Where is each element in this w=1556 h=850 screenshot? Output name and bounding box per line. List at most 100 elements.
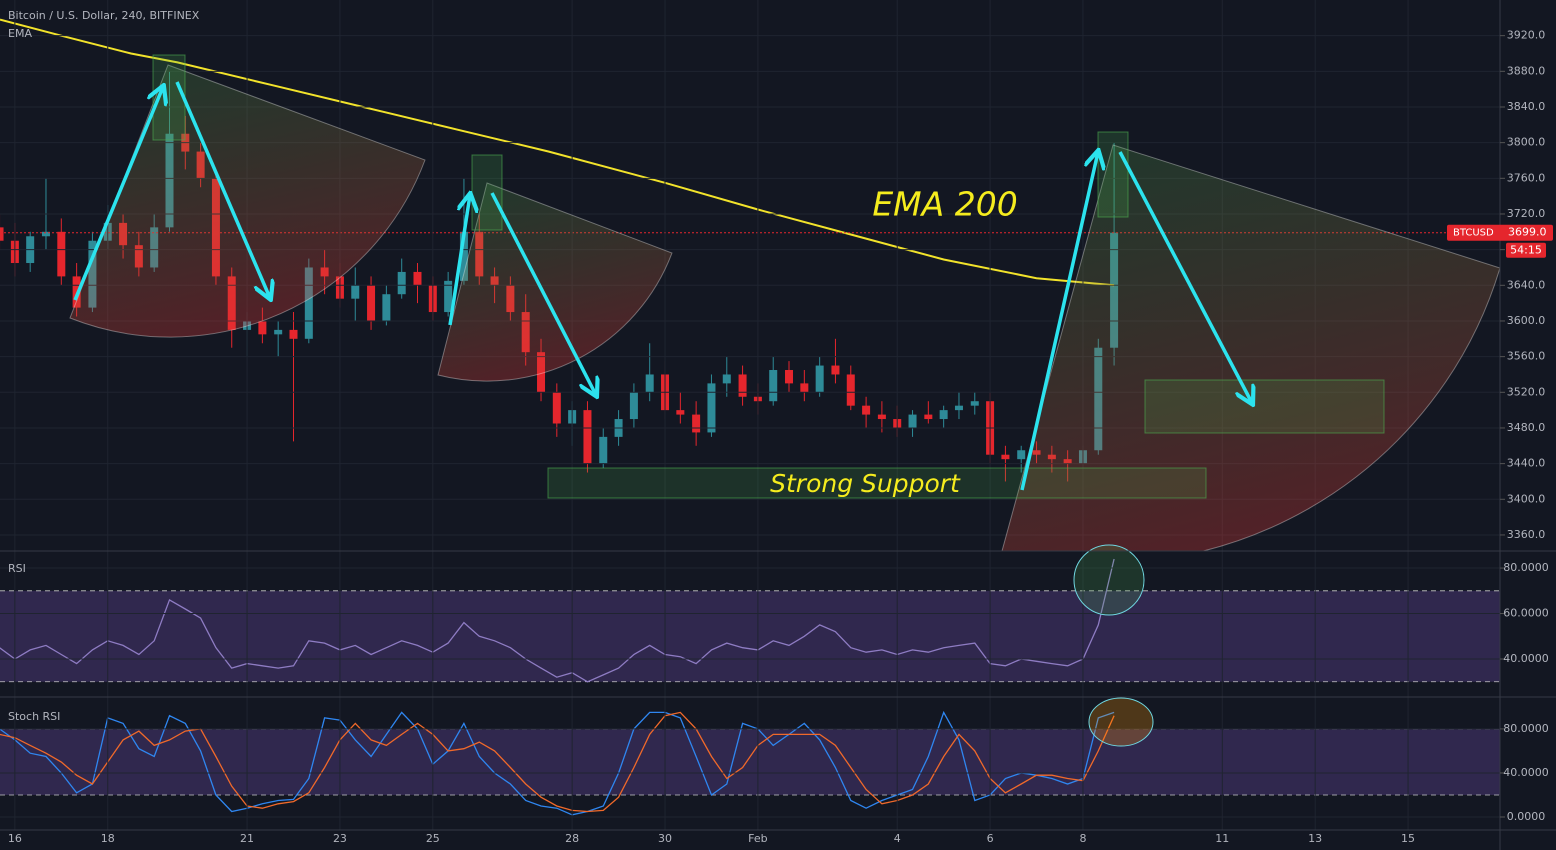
candle-body <box>1001 454 1010 460</box>
line <box>0 18 1115 287</box>
candle-body <box>599 436 608 464</box>
drawings: EMA 200 Strong Support <box>69 54 1500 551</box>
x-tick-label: 21 <box>240 832 254 845</box>
arrow <box>175 81 270 298</box>
y-tick-label: 3600.0 <box>1507 314 1546 327</box>
candle-body <box>800 383 809 393</box>
y-tick-label: 40.0000 <box>1503 766 1549 779</box>
countdown-tag <box>1506 242 1546 258</box>
panel <box>0 710 1500 816</box>
y-tick-label: 60.0000 <box>1503 607 1549 620</box>
arrow <box>1020 152 1098 491</box>
candle-body <box>722 374 731 384</box>
candle-body <box>382 294 391 321</box>
x-tick-label: 8 <box>1079 832 1086 845</box>
price-labels: 16 18 21 23 25 28 30 Feb 4 6 8 11 13 15 3360.0 3400.0 34… <box>8 29 1553 845</box>
line <box>0 710 1115 816</box>
candle-body <box>258 320 267 335</box>
y-tick-label: 3640.0 <box>1507 278 1546 291</box>
y-tick-label: 0.0000 <box>1507 810 1546 823</box>
x-tick-label: Feb <box>748 832 767 845</box>
y-tick-label: 3840.0 <box>1507 100 1546 113</box>
x-tick-label: 13 <box>1308 832 1322 845</box>
x-tick-label: 11 <box>1215 832 1229 845</box>
x-tick-label: 6 <box>987 832 994 845</box>
y-tick-label: 3440.0 <box>1507 457 1546 470</box>
candle-body <box>954 405 963 411</box>
candle-body <box>367 285 376 321</box>
candle-body <box>57 231 66 277</box>
candle-body <box>924 414 933 420</box>
box <box>1097 131 1129 218</box>
candle-body <box>831 365 840 375</box>
candle-body <box>846 374 855 406</box>
x-tick-label: 15 <box>1401 832 1415 845</box>
highlight <box>1088 697 1154 747</box>
panel <box>0 558 1500 683</box>
y-tick-label: 80.0000 <box>1503 561 1549 574</box>
y-tick-label: 3400.0 <box>1507 492 1546 505</box>
y-tick-label: 3480.0 <box>1507 421 1546 434</box>
indicator-label: EMA <box>8 27 32 40</box>
y-tick-label: 3720.0 <box>1507 207 1546 220</box>
candle-body <box>908 414 917 428</box>
candle-body <box>738 374 747 397</box>
arrow <box>490 192 596 395</box>
candle-body <box>629 392 638 420</box>
x-tick-label: 16 <box>8 832 22 845</box>
box <box>471 154 503 231</box>
countdown: 54:15 <box>1510 244 1542 257</box>
candle-body <box>970 401 979 406</box>
x-tick-label: 28 <box>565 832 579 845</box>
candle-body <box>459 231 468 281</box>
y-tick-label: 3800.0 <box>1507 136 1546 149</box>
candle-body <box>0 227 4 241</box>
candle-body <box>862 405 871 415</box>
arrow <box>448 195 470 326</box>
candle-body <box>692 414 701 433</box>
candle-body <box>707 383 716 433</box>
fan <box>1001 144 1500 551</box>
candle-body <box>289 329 298 339</box>
candle-body <box>939 410 948 420</box>
price-tag <box>1447 224 1553 241</box>
price-label: 3699.0 <box>1508 226 1547 239</box>
candle-body <box>413 271 422 286</box>
chart-title: Bitcoin / U.S. Dollar, 240, BITFINEX <box>8 9 200 22</box>
annotation: Strong Support <box>770 469 961 498</box>
band <box>0 590 1500 682</box>
candle-body <box>274 329 283 335</box>
candle-body <box>444 280 453 313</box>
fan <box>69 64 426 338</box>
y-tick-label: 40.0000 <box>1503 652 1549 665</box>
x-tick-label: 23 <box>333 832 347 845</box>
x-tick-label: 25 <box>426 832 440 845</box>
arrow <box>1118 151 1252 403</box>
candle-body <box>785 370 794 384</box>
candle-body <box>41 231 50 237</box>
x-tick-label: 4 <box>894 832 901 845</box>
y-tick-label: 3880.0 <box>1507 64 1546 77</box>
y-tick-label: 80.0000 <box>1503 722 1549 735</box>
y-tick-label: 3360.0 <box>1507 528 1546 541</box>
candle-body <box>645 374 654 393</box>
candle-body <box>1017 450 1026 460</box>
y-tick-label: 3520.0 <box>1507 385 1546 398</box>
y-tick-label: 3760.0 <box>1507 171 1546 184</box>
annotation: EMA 200 <box>872 185 1017 224</box>
indicator-label: RSI <box>8 562 26 575</box>
line <box>0 558 1115 683</box>
candle-body <box>583 410 592 464</box>
candle-body <box>397 271 406 295</box>
candle-body <box>552 392 561 424</box>
indicator-label: Stoch RSI <box>8 710 60 723</box>
x-tick-label: 18 <box>101 832 115 845</box>
arrow <box>73 87 163 301</box>
line <box>0 711 1115 813</box>
y-tick-label: 3920.0 <box>1507 29 1546 42</box>
candle-body <box>815 365 824 393</box>
candle-body <box>676 410 685 415</box>
highlight <box>1073 544 1145 616</box>
